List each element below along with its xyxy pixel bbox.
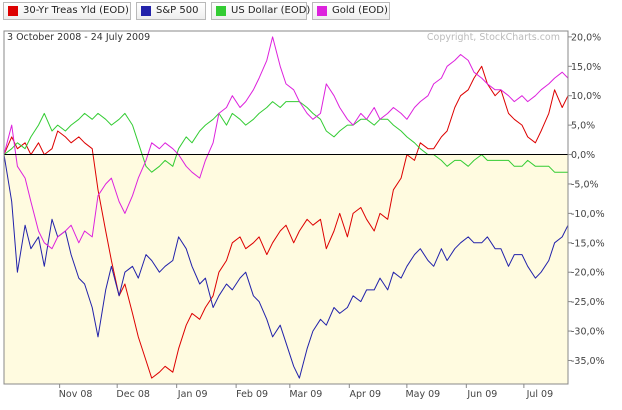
x-tick-label: Jun 09 (466, 389, 497, 400)
x-tick-label: Mar 09 (289, 389, 322, 400)
chart-legend: 30-Yr Treas Yld (EOD) S&P 500 US Dollar … (0, 0, 622, 26)
date-range-label: 3 October 2008 - 24 July 2009 (7, 32, 150, 43)
legend-swatch-treasury (8, 6, 18, 16)
series-line-treasury (3, 65, 569, 379)
x-tick-label: Jul 09 (526, 389, 554, 400)
y-tick-label: -20,0% (571, 268, 605, 279)
y-tick-label: -15,0% (571, 238, 605, 249)
y-tick-label: 5,0% (571, 121, 595, 132)
legend-label-treasury: 30-Yr Treas Yld (EOD) (23, 5, 129, 16)
y-tick-label: -10,0% (571, 209, 605, 220)
y-tick-label: -30,0% (571, 327, 605, 338)
legend-label-gold: Gold (EOD) (332, 5, 388, 16)
x-axis: Nov 08 Dec 08 Jan 09 Feb 09 Mar 09 Apr 09 May … (59, 384, 553, 400)
y-tick-label: 15,0% (571, 62, 601, 73)
y-tick-label: 20,0% (571, 32, 601, 43)
series-layer (3, 36, 569, 379)
positive-zone (4, 31, 568, 155)
legend-item-dollar[interactable]: US Dollar (EOD) (211, 2, 311, 20)
legend-item-sp500[interactable]: S&P 500 (136, 2, 206, 20)
legend-swatch-gold (317, 6, 327, 16)
x-tick-label: Dec 08 (116, 389, 150, 400)
legend-label-dollar: US Dollar (EOD) (231, 5, 311, 16)
x-tick-label: Feb 09 (236, 389, 268, 400)
plot-frame (3, 30, 569, 385)
copyright-label: Copyright, StockCharts.com (427, 32, 560, 43)
series-line-gold (3, 36, 569, 250)
legend-swatch-dollar (216, 6, 226, 16)
x-tick-label: Nov 08 (59, 389, 93, 400)
negative-zone (4, 154, 568, 384)
x-tick-label: May 09 (405, 389, 440, 400)
legend-item-gold[interactable]: Gold (EOD) (312, 2, 390, 20)
legend-label-sp500: S&P 500 (156, 5, 199, 16)
y-tick-label: 10,0% (571, 91, 601, 102)
y-tick-label: -35,0% (571, 356, 605, 367)
y-axis: 20,0% 15,0% 10,0% 5,0% 0,0% -5,0% -10,0% -15,0%… (568, 32, 605, 367)
y-tick-label: -25,0% (571, 297, 605, 308)
series-line-sp500 (3, 154, 569, 379)
series-line-dollar (3, 101, 568, 173)
x-tick-label: Jan 09 (177, 389, 208, 400)
x-tick-label: Apr 09 (350, 389, 382, 400)
legend-swatch-sp500 (141, 6, 151, 16)
y-tick-label: 0,0% (571, 150, 595, 161)
y-tick-label: -5,0% (571, 179, 599, 190)
legend-item-treasury[interactable]: 30-Yr Treas Yld (EOD) (3, 2, 131, 20)
